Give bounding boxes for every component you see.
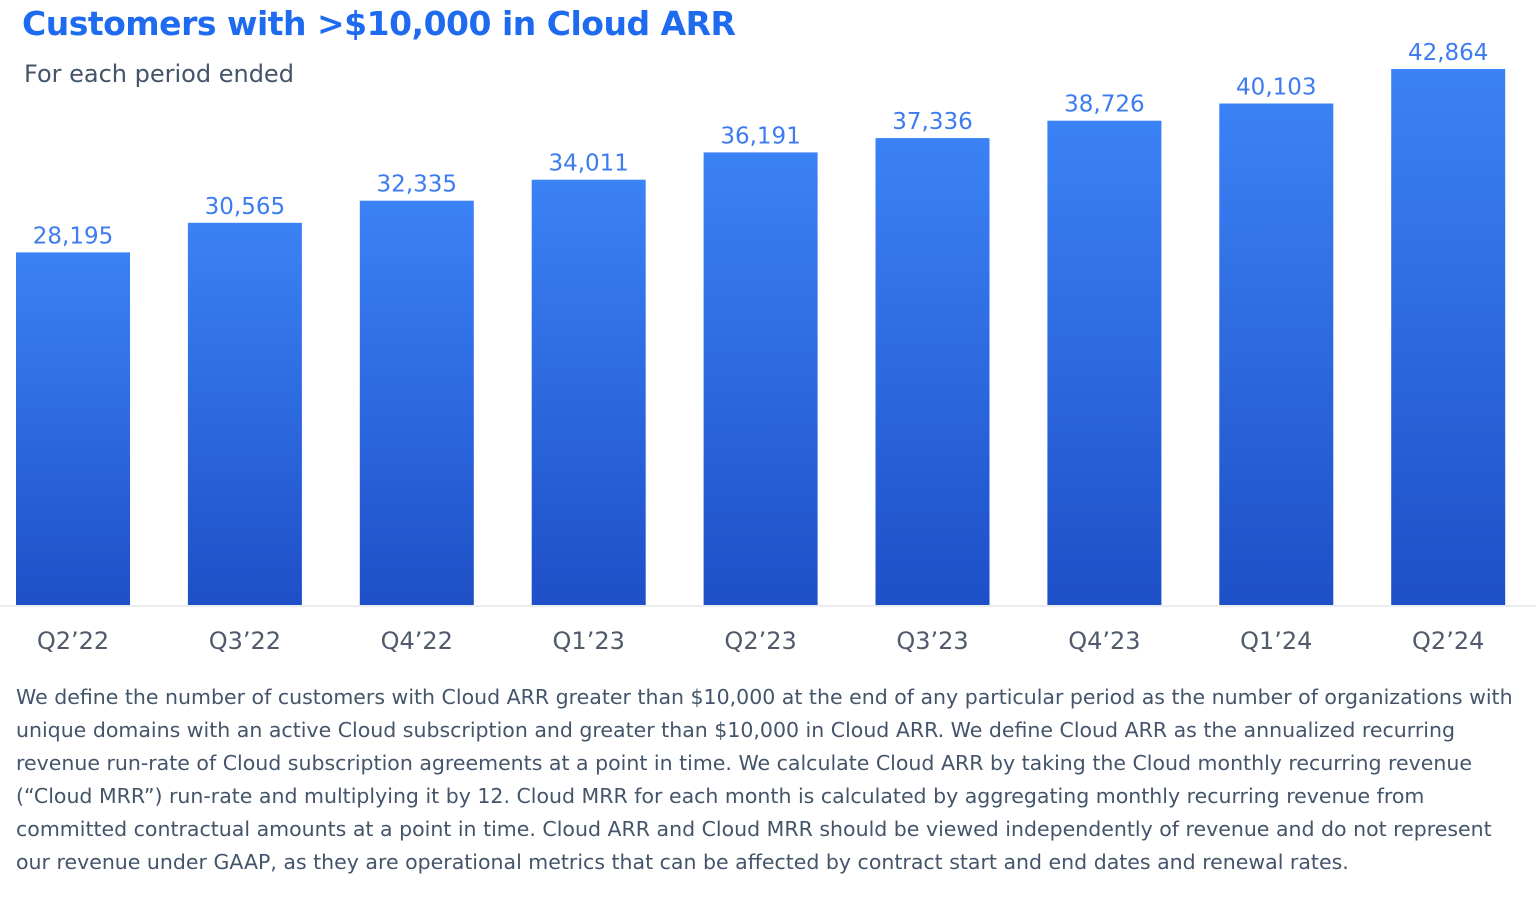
- x-tick-label-5: Q3’23: [896, 627, 968, 655]
- chart-title: Customers with >$10,000 in Cloud ARR: [22, 4, 736, 43]
- value-label-6: 38,726: [1064, 92, 1144, 118]
- x-tick-label-1: Q3’22: [209, 627, 281, 655]
- bar-0: [16, 252, 130, 605]
- bar-1: [187, 222, 302, 606]
- value-label-8: 42,864: [1408, 40, 1488, 66]
- bar-4: [703, 152, 818, 605]
- value-label-1: 30,565: [205, 194, 285, 220]
- x-tick-label-8: Q2’24: [1412, 627, 1484, 655]
- footnote-text: We define the number of customers with C…: [16, 685, 1513, 874]
- x-tick-label-0: Q2’22: [37, 627, 109, 655]
- value-label-3: 34,011: [548, 151, 628, 177]
- bars-group: [16, 69, 1506, 606]
- x-tick-label-6: Q4’23: [1068, 627, 1140, 655]
- bar-7: [1219, 103, 1334, 605]
- x-tick-label-3: Q1’23: [553, 627, 625, 655]
- value-label-5: 37,336: [892, 109, 972, 135]
- bar-8: [1391, 69, 1506, 605]
- x-tick-label-7: Q1’24: [1240, 627, 1312, 655]
- value-label-4: 36,191: [720, 123, 800, 149]
- value-labels-group: 28,195 30,565 32,335 34,011 36,191 37,336 38,7…: [33, 40, 1489, 249]
- x-tick-label-2: Q4’22: [381, 627, 453, 655]
- value-label-7: 40,103: [1236, 75, 1316, 101]
- value-label-2: 32,335: [377, 172, 457, 198]
- bar-2: [359, 200, 474, 605]
- chart-subtitle: For each period ended: [24, 60, 294, 88]
- bar-5: [875, 138, 990, 605]
- bar-3: [531, 179, 646, 605]
- bar-6: [1047, 120, 1162, 605]
- x-tick-label-4: Q2’23: [724, 627, 796, 655]
- value-label-0: 28,195: [33, 223, 113, 249]
- x-tick-labels-group: Q2’22 Q3’22 Q4’22 Q1’23 Q2’23 Q3’23 Q4’23 Q1’24…: [37, 627, 1485, 655]
